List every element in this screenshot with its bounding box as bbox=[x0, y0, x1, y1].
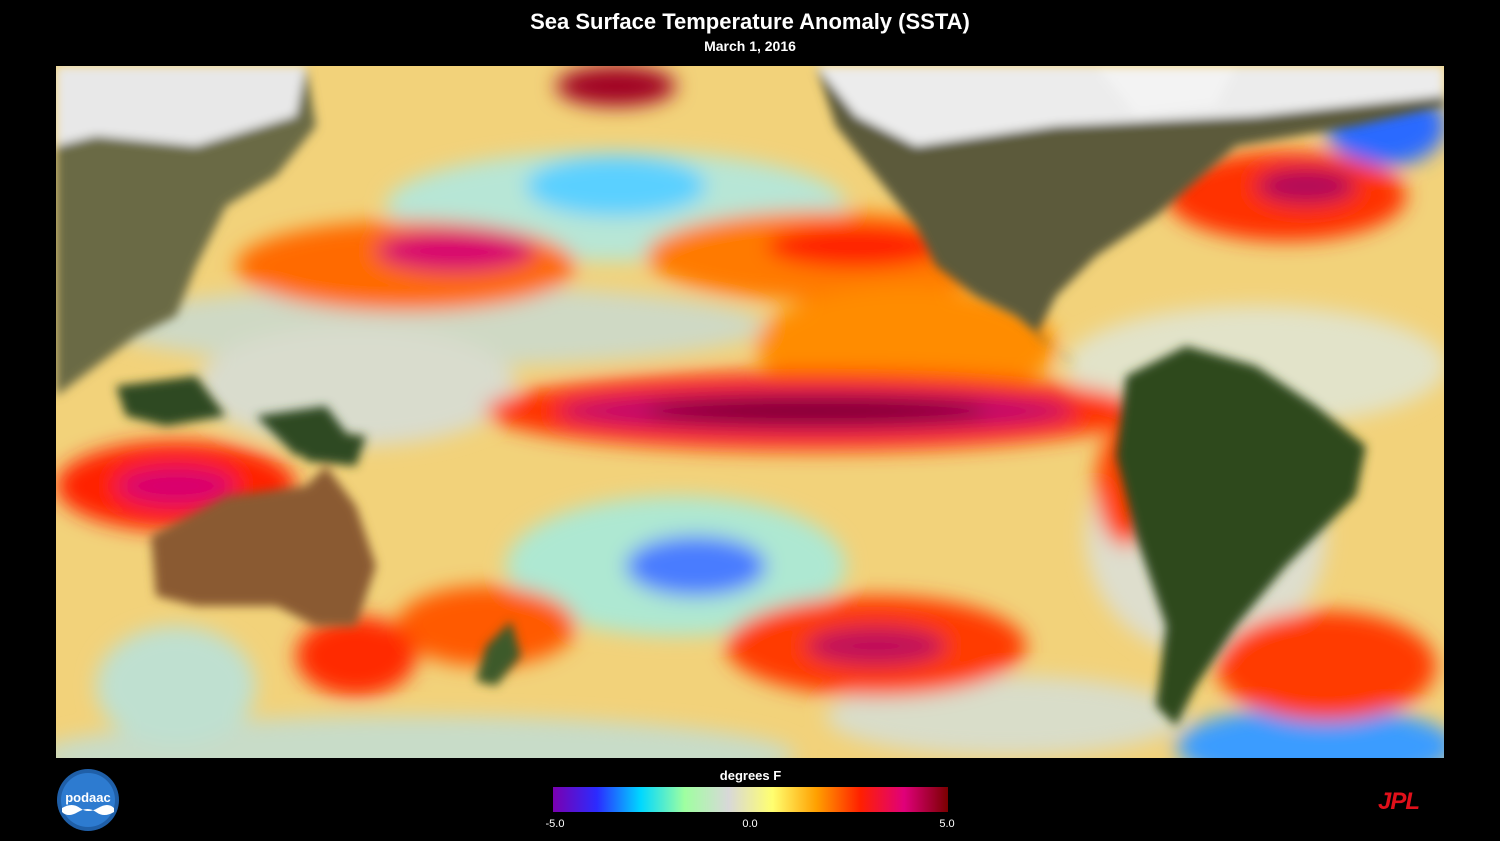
ssta-map-svg bbox=[56, 66, 1444, 758]
map-title: Sea Surface Temperature Anomaly (SSTA) bbox=[530, 9, 970, 34]
colorbar-label: degrees F bbox=[719, 768, 782, 783]
svg-text:podaac: podaac bbox=[65, 790, 111, 805]
colorbar-mid-label: 0.0 bbox=[742, 818, 758, 830]
colorbar-max-label: 5.0 bbox=[939, 818, 955, 830]
ssta-map bbox=[56, 66, 1444, 758]
land-masses bbox=[56, 66, 1444, 726]
jpl-logo: JPL bbox=[1378, 788, 1420, 815]
anomaly-field bbox=[56, 66, 1444, 758]
map-date: March 1, 2016 bbox=[704, 38, 796, 54]
colorbar bbox=[553, 787, 948, 812]
podaac-logo: podaac bbox=[56, 768, 120, 832]
podaac-logo-icon: podaac bbox=[57, 769, 119, 831]
colorbar-min-label: -5.0 bbox=[545, 818, 565, 830]
